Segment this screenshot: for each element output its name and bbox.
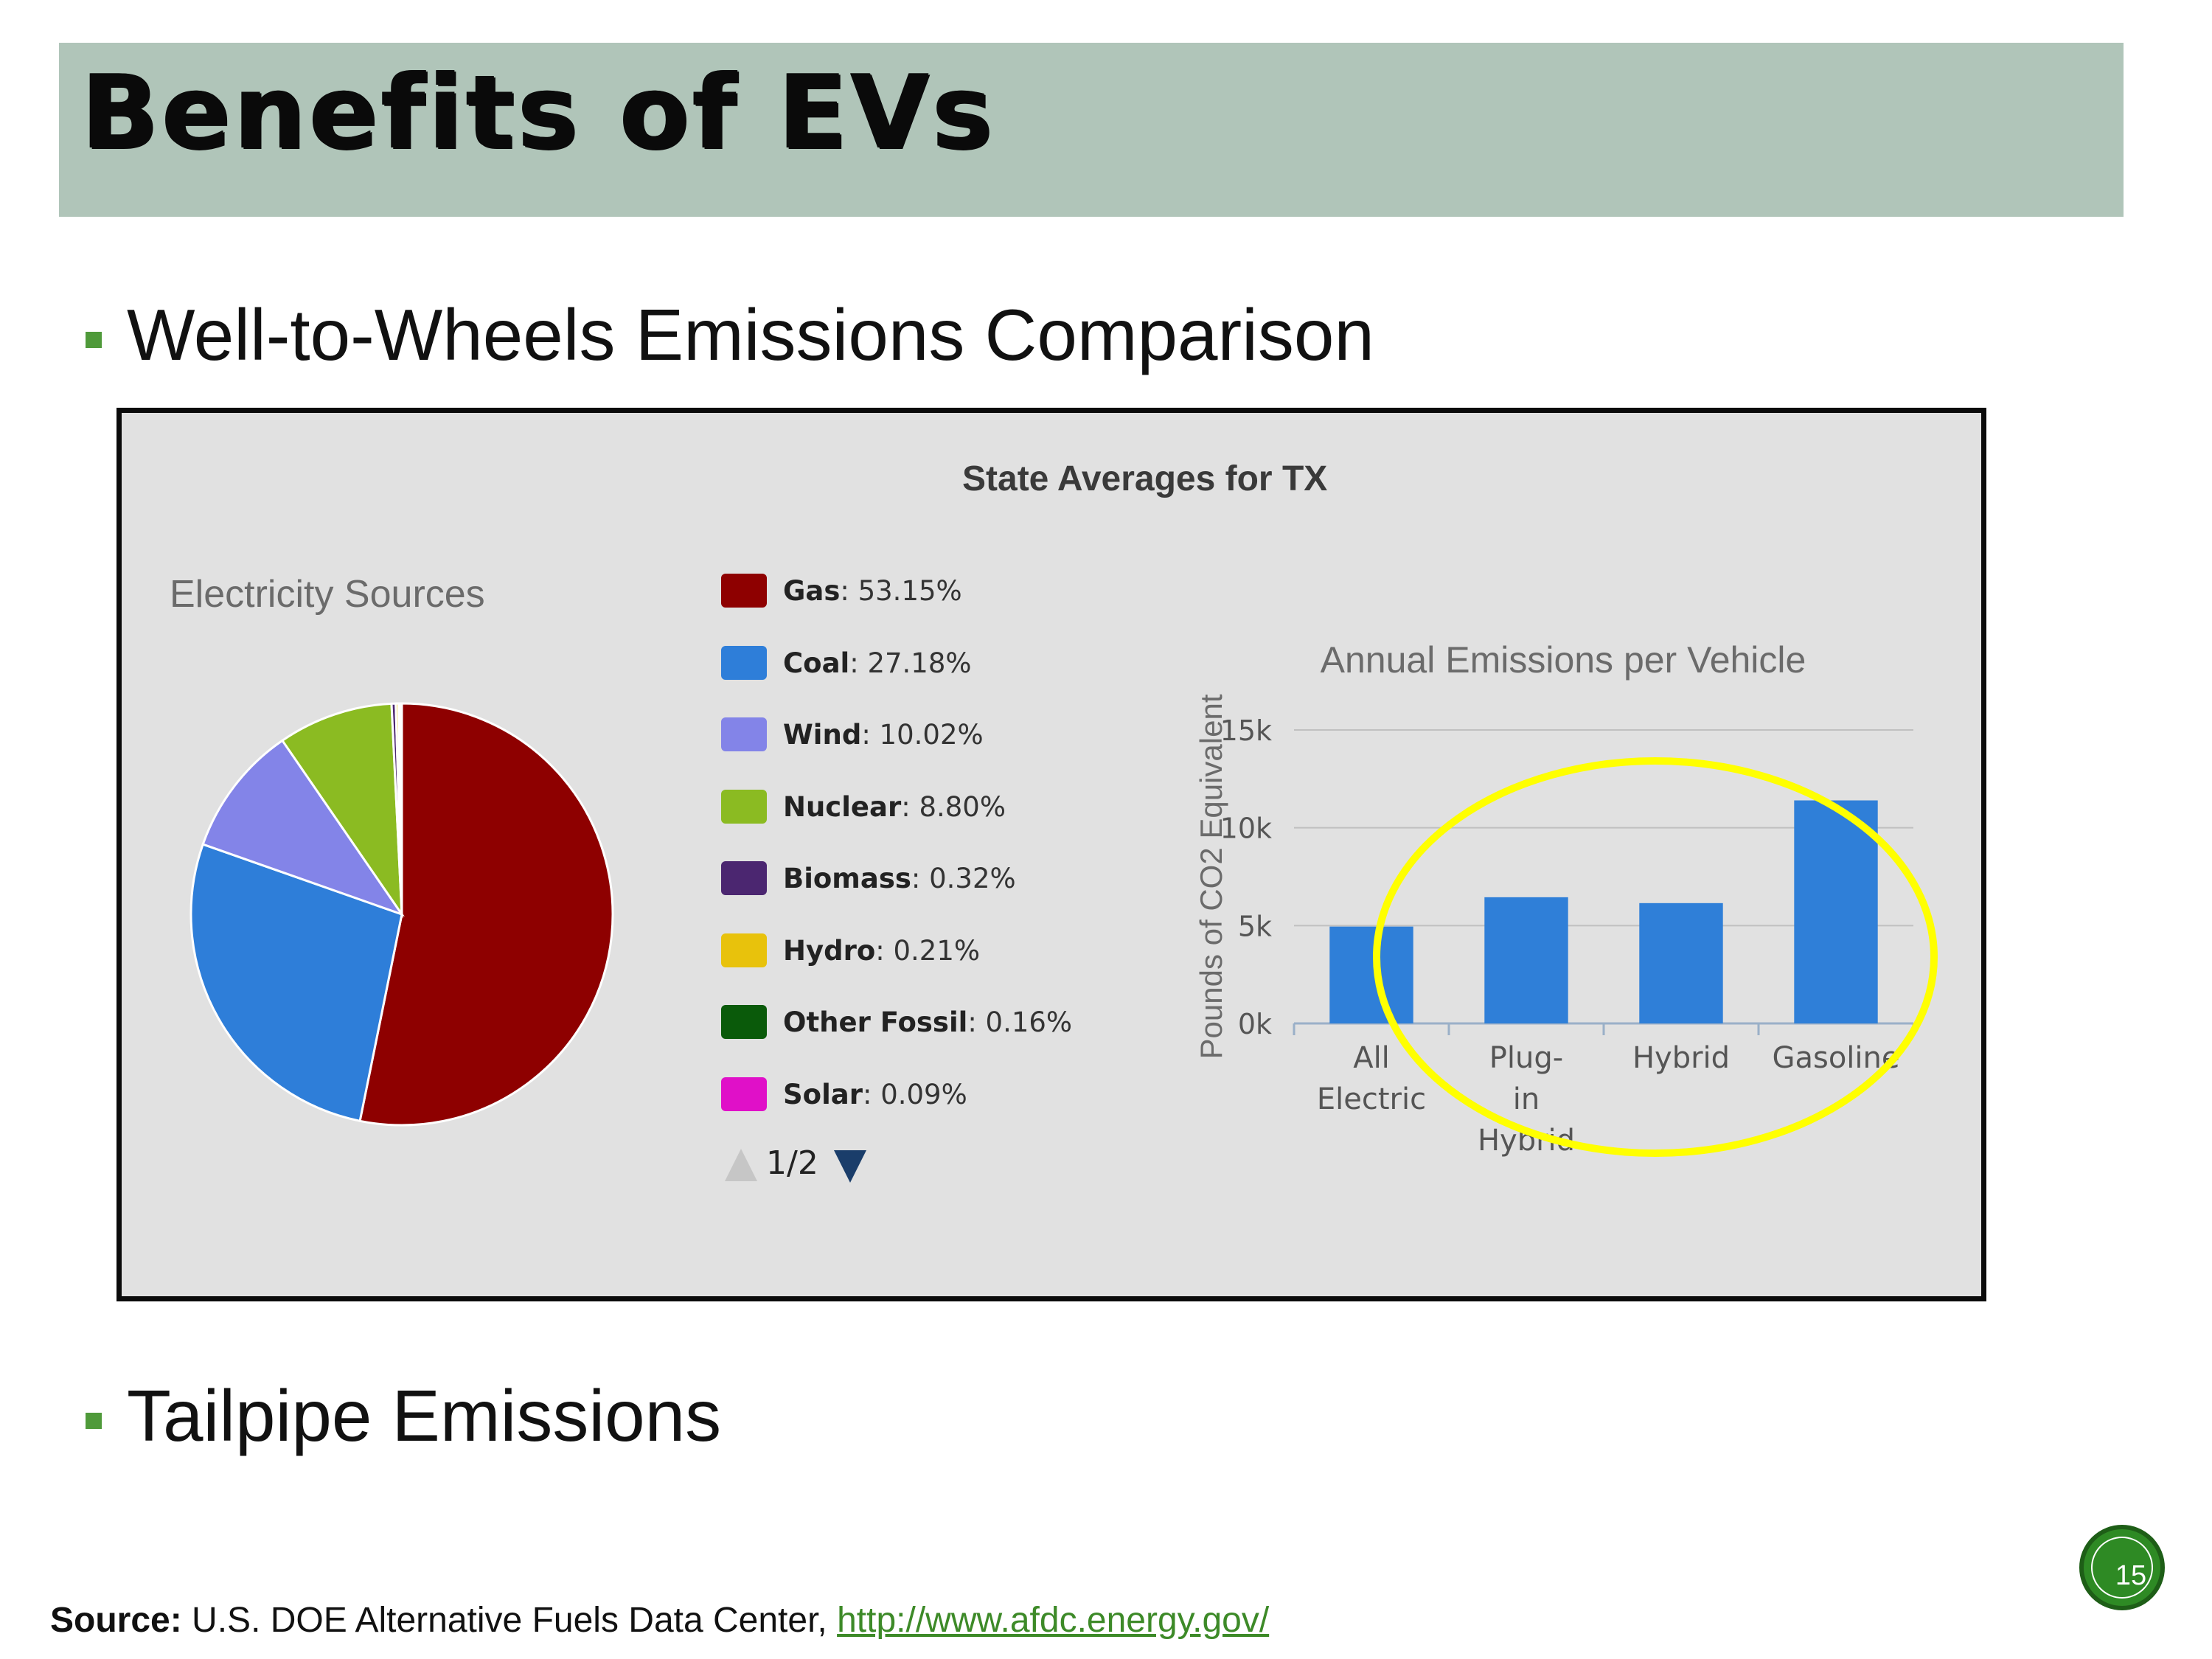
legend-swatch [721,789,767,824]
legend-item[interactable]: Coal: 27.18% [721,645,1237,718]
legend-series-name: Gas [783,575,841,607]
legend-label: Coal: 27.18% [783,647,972,679]
pie-slice-gas[interactable] [358,702,614,1127]
y-tick-label: 10k [1220,813,1272,845]
legend-series-name: Other Fossil [783,1006,968,1038]
legend-series-value: : 53.15% [840,575,962,607]
legend-label: Nuclear: 8.80% [783,791,1006,823]
bullet-well-to-wheels: Well-to-Wheels Emissions Comparison [127,294,1374,375]
legend-series-name: Nuclear [783,790,902,823]
y-tick-label: 5k [1238,910,1272,942]
bullet-marker [86,332,102,348]
bar-plug-in-hybrid[interactable] [1484,897,1568,1023]
legend-series-value: : 0.32% [911,863,1016,894]
source-text: U.S. DOE Alternative Fuels Data Center, [181,1601,838,1640]
y-axis-label: Pounds of CO2 Equivalent [1194,694,1228,1059]
bullet-marker [86,1413,102,1429]
bar-chart-title: Annual Emissions per Vehicle [1321,639,1806,681]
legend-item[interactable]: Nuclear: 8.80% [721,789,1237,862]
pie-chart [189,702,614,1127]
bar-all-electric[interactable] [1329,926,1413,1023]
bullet-tailpipe: Tailpipe Emissions [127,1375,722,1456]
legend-series-name: Wind [783,719,862,751]
legend-series-value: : 0.16% [967,1006,1073,1038]
chart-panel: State Averages for TX Electricity Source… [116,408,1986,1301]
legend-series-value: : 27.18% [849,647,972,679]
legend-series-value: : 8.80% [901,790,1006,823]
x-tick-label: Electric [1317,1082,1426,1116]
legend-swatch [721,1077,767,1111]
legend-series-name: Biomass [783,863,911,894]
legend-swatch [721,1005,767,1039]
source-label: Source: [50,1601,182,1640]
y-tick-label: 15k [1220,714,1272,747]
legend-label: Hydro: 0.21% [783,935,980,967]
pager-down-arrow-icon[interactable] [834,1150,866,1183]
legend-series-name: Solar [783,1078,863,1110]
pie-legend: Gas: 53.15% Coal: 27.18% Wind: 10.02% Nucle… [721,574,1237,1149]
x-tick-label: Hybrid [1632,1041,1730,1075]
legend-item[interactable]: Gas: 53.15% [721,574,1237,646]
title-bar [59,43,2124,217]
y-tick-label: 0k [1238,1008,1272,1040]
pie-slice-wind[interactable] [201,739,405,917]
bar-gasoline[interactable] [1794,800,1878,1023]
slide-title: Benefits of EVs [81,53,996,172]
legend-label: Wind: 10.02% [783,719,984,751]
x-tick-label: All [1353,1041,1390,1075]
source-citation: Source: U.S. DOE Alternative Fuels Data … [50,1600,1269,1641]
panel-title: State Averages for TX [962,459,1328,498]
legend-series-name: Hydro [783,934,876,967]
slide-number: 15 [2115,1560,2147,1591]
legend-swatch [721,574,767,608]
bar-hybrid[interactable] [1639,902,1723,1023]
pie-slice-nuclear[interactable] [280,702,403,919]
legend-swatch [721,933,767,967]
x-tick-label: Plug- [1489,1041,1563,1075]
pager-page-indicator: 1/2 [766,1144,818,1182]
legend-item[interactable]: Biomass: 0.32% [721,861,1237,933]
pager-up-arrow-icon[interactable] [725,1149,757,1181]
legend-label: Other Fossil: 0.16% [783,1006,1072,1038]
legend-series-value: : 10.02% [861,719,984,751]
highlight-ellipse [1373,757,1938,1157]
pie-slice-coal[interactable] [189,843,403,1123]
legend-swatch [721,861,767,895]
legend-swatch [721,645,767,680]
slide-number-badge: 15 [2079,1525,2165,1610]
pie-slice-solar[interactable] [399,702,403,915]
slide-number-ring: 15 [2091,1537,2153,1599]
source-link[interactable]: http://www.afdc.energy.gov/ [837,1601,1270,1640]
legend-item[interactable]: Other Fossil: 0.16% [721,1005,1237,1077]
bar-chart: Annual Emissions per Vehicle Pounds of CO… [1194,639,1938,1158]
legend-label: Biomass: 0.32% [783,863,1016,894]
legend-series-name: Coal [783,647,850,679]
pie-chart-title: Electricity Sources [170,573,485,616]
x-tick-label: Gasoline [1772,1041,1899,1075]
legend-series-value: : 0.21% [875,934,981,967]
legend-label: Gas: 53.15% [783,575,962,607]
legend-series-value: : 0.09% [862,1078,967,1110]
legend-swatch [721,717,767,751]
legend-item[interactable]: Wind: 10.02% [721,717,1237,790]
legend-label: Solar: 0.09% [783,1079,967,1110]
legend-item[interactable]: Solar: 0.09% [721,1077,1237,1150]
legend-item[interactable]: Hydro: 0.21% [721,933,1237,1006]
x-tick-label: in [1513,1082,1540,1116]
